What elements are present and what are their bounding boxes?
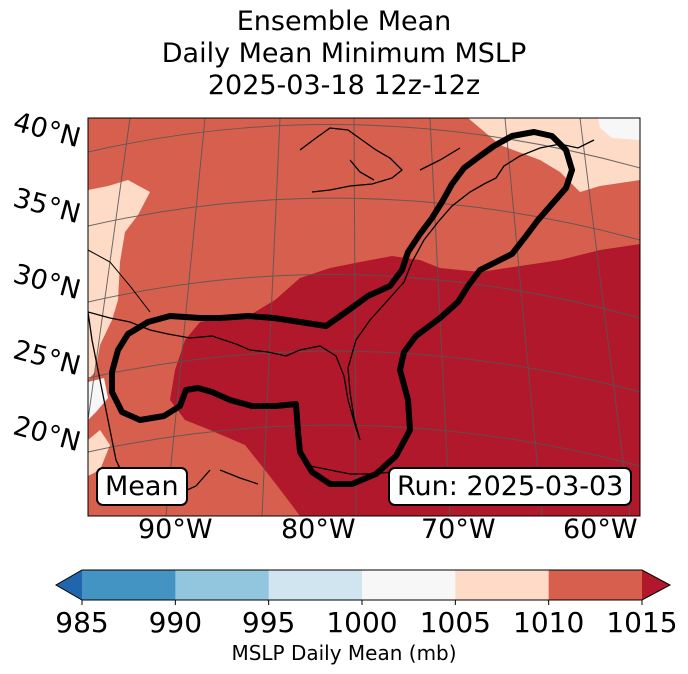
colorbar-tick-1015: 1015	[606, 606, 678, 639]
lon-label-70: 70°W	[421, 514, 496, 545]
mean-label-box: Mean	[96, 467, 188, 506]
colorbar-cell	[175, 570, 270, 600]
colorbar-tick-1010: 1010	[513, 606, 585, 639]
colorbar-extend-low	[56, 570, 82, 600]
colorbar-tick-995: 995	[241, 606, 296, 639]
colorbar-cell	[548, 570, 643, 600]
us-mexico-border	[88, 249, 151, 313]
colorbar-tick-985: 985	[55, 606, 109, 639]
run-date-box: Run: 2025-03-03	[388, 467, 633, 506]
title-line-1: Ensemble Mean	[236, 6, 452, 37]
colorbar-cell	[455, 570, 550, 600]
title-line-3: 2025-03-18 12z-12z	[207, 70, 481, 101]
lon-label-90: 90°W	[138, 514, 213, 545]
colorbar-extend-high	[642, 570, 670, 600]
lon-label-80: 80°W	[281, 514, 356, 545]
lon-label-60: 60°W	[563, 514, 638, 545]
fill-1005-1010-south	[88, 430, 110, 476]
fill-1005-1010-west	[88, 180, 150, 380]
colorbar-cell	[82, 570, 176, 600]
title-line-2: Daily Mean Minimum MSLP	[161, 38, 527, 69]
colorbar-label: MSLP Daily Mean (mb)	[231, 641, 457, 665]
map-frame	[87, 117, 641, 517]
fill-1000-1005-ne	[598, 118, 640, 140]
colorbar-tick-990: 990	[148, 606, 203, 639]
fill-1000-1005-west	[88, 378, 108, 420]
colorbar-cell	[268, 570, 363, 600]
colorbar-cell	[362, 570, 456, 600]
contour-1015	[109, 129, 575, 487]
graticule	[88, 118, 640, 516]
colorbar-tick-1005: 1005	[419, 606, 491, 639]
colorbar-tick-1000: 1000	[326, 606, 398, 639]
